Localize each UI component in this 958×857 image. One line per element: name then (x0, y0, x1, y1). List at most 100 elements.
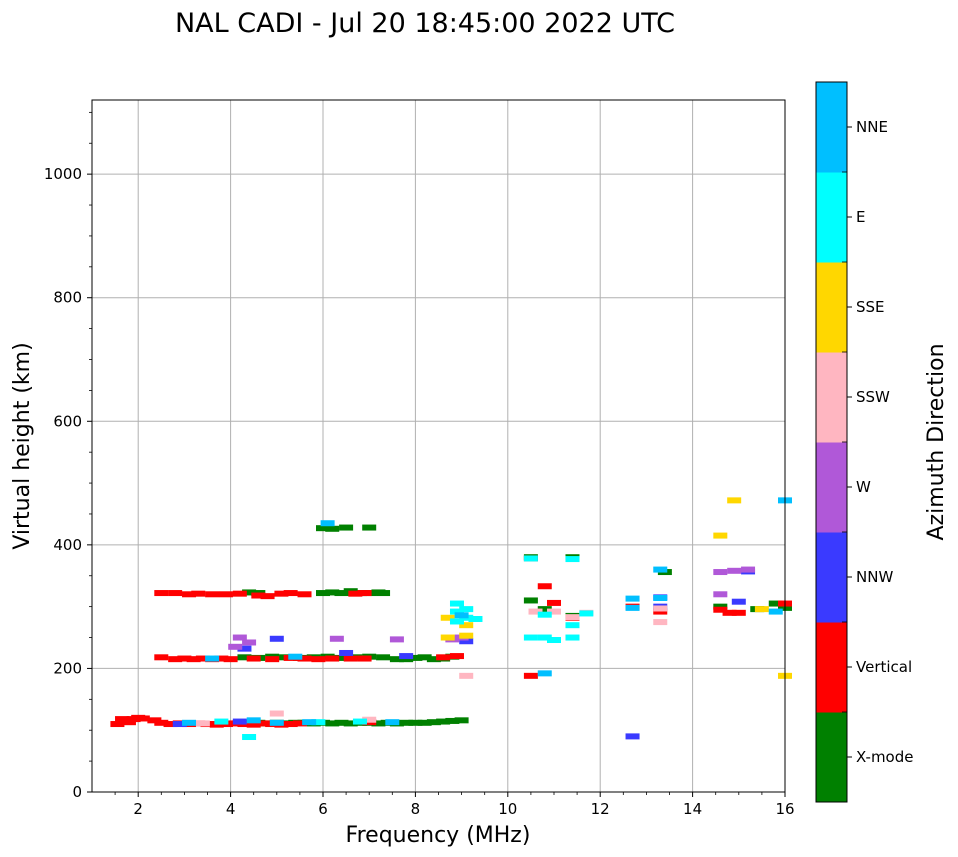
colorbar-segment-sse (816, 262, 847, 353)
data-point-sse (440, 634, 455, 641)
x-tick-label: 2 (133, 800, 143, 818)
data-point-nne (302, 719, 317, 726)
chart-title: NAL CADI - Jul 20 18:45:00 2022 UTC (175, 8, 675, 39)
colorbar-segment-vertical (816, 622, 847, 713)
x-tick-label: 4 (226, 800, 236, 818)
data-point-x-mode (399, 719, 414, 726)
data-point-vertical (209, 721, 224, 728)
data-point-nnw (232, 718, 247, 725)
data-point-x-mode (325, 720, 340, 727)
x-axis-ticks: 2 4 6 8 10 12 14 16 (114, 792, 795, 818)
data-point-vertical (537, 583, 552, 590)
data-point-vertical (251, 592, 266, 599)
data-point-nnw (459, 638, 474, 645)
data-point-x-mode (454, 717, 469, 724)
data-point-e (579, 610, 594, 617)
data-point-e (352, 718, 367, 725)
data-point-nnw (625, 733, 640, 740)
data-point-e (537, 611, 552, 618)
data-point-vertical (325, 655, 340, 662)
data-point-nne (625, 604, 640, 611)
colorbar-segment-w (816, 442, 847, 533)
colorbar-label: SSE (856, 298, 885, 316)
data-point-vertical (205, 591, 220, 598)
data-point-vertical (348, 590, 363, 597)
data-point-e (242, 734, 257, 741)
data-point-x-mode (417, 719, 432, 726)
y-tick-label: 600 (53, 412, 82, 430)
y-tick-label: 400 (53, 536, 82, 554)
data-point-nne (288, 653, 303, 660)
data-point-ssw (528, 608, 543, 615)
x-tick-label: 14 (683, 800, 702, 818)
data-point-vertical (154, 590, 169, 597)
data-point-x-mode (399, 656, 414, 663)
x-tick-label: 16 (775, 800, 794, 818)
data-point-x-mode (523, 597, 538, 604)
data-point-vertical (223, 656, 238, 663)
data-point-nne (625, 595, 640, 602)
data-point-vertical (246, 655, 261, 662)
colorbar-label: NNW (856, 568, 893, 586)
data-point-w (329, 635, 344, 642)
colorbar-label: SSW (856, 388, 890, 406)
data-point-x-mode (408, 654, 423, 661)
colorbar-label: NNE (856, 118, 888, 136)
data-point-e (468, 616, 483, 622)
y-axis-label: Virtual height (km) (10, 342, 35, 549)
x-tick-label: 6 (318, 800, 328, 818)
data-point-vertical (135, 715, 150, 722)
data-point-nnw (399, 653, 414, 660)
data-point-w (389, 636, 404, 643)
data-point-x-mode (325, 525, 340, 532)
data-point-ssw (653, 619, 668, 626)
data-point-e (459, 606, 474, 613)
data-point-e (537, 634, 552, 641)
data-point-sse (727, 497, 742, 504)
data-point-vertical (168, 590, 183, 597)
data-point-nne (269, 719, 284, 726)
data-point-vertical (177, 655, 192, 662)
colorbar-segment-ssw (816, 352, 847, 443)
data-point-nnw (731, 598, 746, 605)
data-point-w (242, 639, 257, 646)
data-point-x-mode (713, 603, 728, 610)
data-point-ssw (565, 614, 580, 621)
data-point-x-mode (334, 719, 349, 726)
data-point-x-mode (389, 656, 404, 663)
y-tick-label: 200 (53, 659, 82, 677)
data-point-vertical (115, 716, 130, 723)
colorbar-segment-nnw (816, 532, 847, 623)
data-point-nne (182, 719, 197, 726)
data-point-w (713, 569, 728, 576)
data-point-vertical (182, 591, 197, 598)
data-point-vertical (343, 655, 358, 662)
colorbar-label: E (856, 208, 865, 226)
data-point-x-mode (445, 717, 460, 724)
data-point-e (449, 600, 464, 607)
data-point-vertical (713, 606, 728, 613)
data-point-e (547, 637, 561, 644)
data-point-x-mode (339, 524, 354, 531)
data-point-vertical (163, 721, 178, 728)
colorbar-label: W (856, 478, 871, 496)
data-point-vertical (168, 656, 183, 663)
data-point-nnw (339, 649, 354, 656)
y-tick-label: 0 (72, 783, 82, 801)
x-axis-label: Frequency (MHz) (346, 823, 531, 848)
data-point-x-mode (768, 600, 783, 607)
data-point-e (523, 634, 538, 641)
data-point-vertical (283, 721, 298, 728)
data-point-x-mode (316, 525, 330, 532)
data-point-nnw (237, 645, 252, 652)
data-point-x-mode (242, 589, 257, 596)
data-point-sse (459, 632, 474, 639)
data-point-vertical (436, 654, 451, 661)
data-point-vertical (218, 591, 233, 598)
data-point-e (449, 618, 464, 625)
plot-frame (91, 99, 786, 793)
colorbar-label: Vertical (856, 658, 912, 676)
data-point-vertical (449, 653, 464, 660)
data-point-w (727, 567, 742, 574)
